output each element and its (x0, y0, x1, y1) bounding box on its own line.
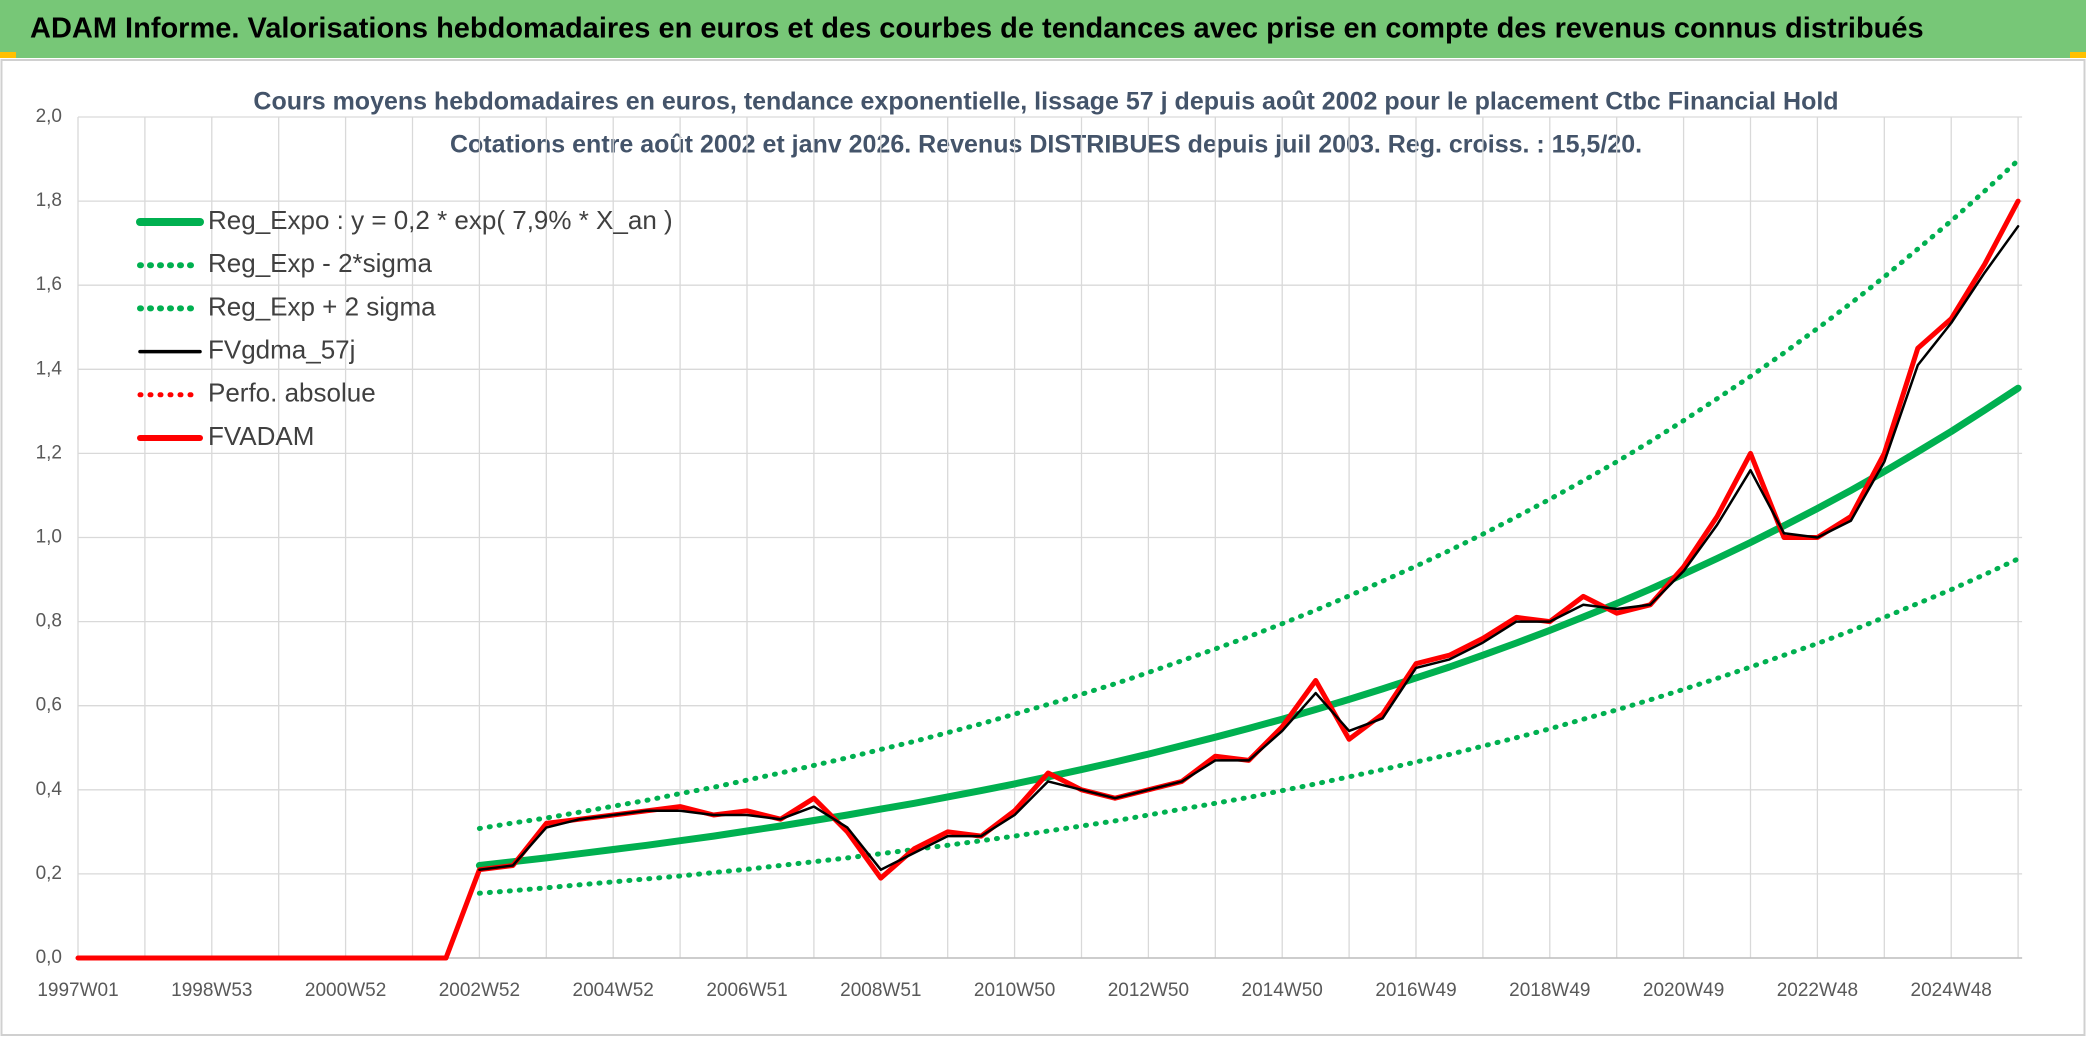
series-line (476, 157, 2021, 831)
series-line (75, 198, 2021, 961)
legend-label: Reg_Exp - 2*sigma (208, 248, 433, 278)
legend-label: Perfo. absolue (208, 378, 376, 408)
chart-frame (0, 59, 2086, 1036)
legend-label: Reg_Exp + 2 sigma (208, 291, 436, 321)
x-tick-label: 2016W49 (1375, 980, 1456, 1001)
x-tick-label: 2018W49 (1509, 980, 1590, 1001)
legend-label: FVgdma_57j (208, 334, 355, 364)
x-tick-label: 2014W50 (1242, 980, 1323, 1001)
y-tick-label: 0,0 (36, 947, 62, 968)
x-tick-label: 2020W49 (1643, 980, 1724, 1001)
y-tick-label: 1,6 (36, 274, 62, 295)
x-tick-label: 1998W53 (171, 980, 252, 1001)
y-tick-label: 1,0 (36, 527, 62, 548)
y-tick-label: 1,2 (36, 442, 62, 463)
corner-accent (0, 52, 16, 58)
page-title: ADAM Informe. Valorisations hebdomadaire… (30, 13, 1924, 45)
chart-subtitle: Cotations entre août 2002 et janv 2026. … (450, 131, 1642, 159)
x-tick-label: 2008W51 (840, 980, 921, 1001)
series-line (478, 225, 2020, 871)
y-tick-label: 0,2 (36, 863, 62, 884)
x-tick-label: 2000W52 (305, 980, 386, 1001)
series-line (475, 384, 2022, 869)
y-tick-label: 0,4 (36, 779, 63, 800)
x-tick-label: 2002W52 (439, 980, 520, 1001)
x-tick-label: 2004W52 (573, 980, 654, 1001)
x-tick-label: 1997W01 (37, 980, 118, 1001)
y-tick-label: 2,0 (36, 106, 62, 127)
x-tick-label: 2024W48 (1911, 980, 1992, 1001)
x-tick-label: 2012W50 (1108, 980, 1189, 1001)
y-tick-label: 0,8 (36, 611, 62, 632)
corner-accent (2070, 52, 2086, 58)
title-bar (0, 0, 2086, 58)
legend-label: FVADAM (208, 421, 314, 451)
x-tick-label: 2006W51 (706, 980, 787, 1001)
y-tick-label: 1,8 (36, 190, 62, 211)
x-tick-label: 2010W50 (974, 980, 1055, 1001)
y-tick-label: 0,6 (36, 695, 62, 716)
chart-title: Cours moyens hebdomadaires en euros, ten… (253, 88, 1838, 116)
legend-label: Reg_Expo : y = 0,2 * exp( 7,9% * X_an ) (208, 205, 673, 235)
y-tick-label: 1,4 (36, 358, 63, 379)
x-tick-label: 2022W48 (1777, 980, 1858, 1001)
